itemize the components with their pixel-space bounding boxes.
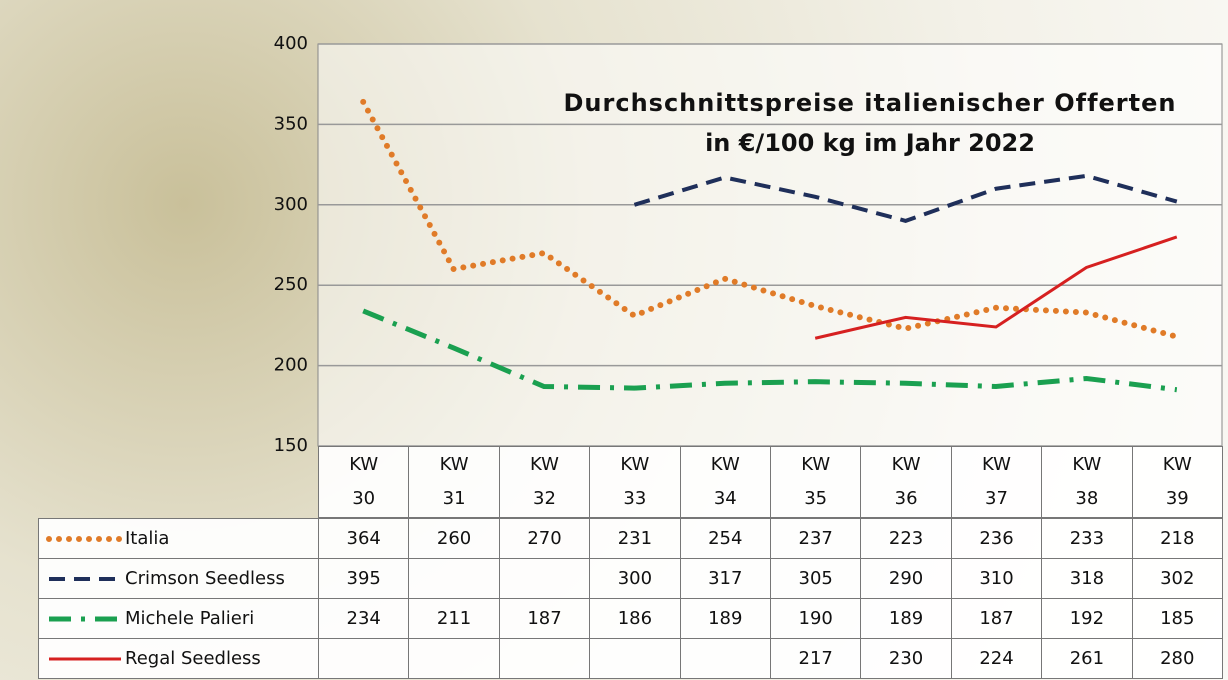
y-tick-label: 400 (274, 33, 308, 54)
x-tick-label: KW 36 (860, 446, 951, 518)
legend-label: Michele Palieri (125, 608, 254, 629)
table-value: 261 (1041, 638, 1132, 679)
table-value: 300 (589, 558, 680, 599)
y-tick-label: 150 (274, 435, 308, 456)
legend-label: Italia (125, 528, 169, 549)
table-value: 230 (860, 638, 951, 679)
table-value: 186 (589, 598, 680, 639)
chart-title: Durchschnittspreise italienischer Offert… (564, 89, 1177, 117)
table-value: 218 (1132, 518, 1223, 559)
y-tick-label: 200 (274, 355, 308, 376)
table-value: 233 (1041, 518, 1132, 559)
table-value (408, 638, 499, 679)
table-value: 189 (860, 598, 951, 639)
table-value: 318 (1041, 558, 1132, 599)
table-value: 270 (499, 518, 590, 559)
y-tick-label: 250 (274, 274, 308, 295)
table-value: 236 (951, 518, 1042, 559)
table-value: 305 (770, 558, 861, 599)
table-value: 190 (770, 598, 861, 639)
table-value (499, 638, 590, 679)
table-value: 187 (499, 598, 590, 639)
legend-entry: Regal Seedless (38, 638, 319, 679)
table-value: 254 (680, 518, 771, 559)
x-tick-label: KW 38 (1041, 446, 1132, 518)
table-value: 189 (680, 598, 771, 639)
legend-label: Regal Seedless (125, 648, 261, 669)
table-value: 260 (408, 518, 499, 559)
legend-entry: Michele Palieri (38, 598, 319, 639)
table-value: 364 (318, 518, 409, 559)
table-value: 310 (951, 558, 1042, 599)
x-tick-label: KW 37 (951, 446, 1042, 518)
table-value: 187 (951, 598, 1042, 639)
table-value (499, 558, 590, 599)
table-value (680, 638, 771, 679)
legend-label: Crimson Seedless (125, 568, 285, 589)
table-value: 290 (860, 558, 951, 599)
y-tick-label: 300 (274, 194, 308, 215)
table-value: 185 (1132, 598, 1223, 639)
y-tick-label: 350 (274, 113, 308, 134)
table-value: 234 (318, 598, 409, 639)
x-tick-label: KW 33 (589, 446, 680, 518)
x-tick-label: KW 32 (499, 446, 590, 518)
table-value: 302 (1132, 558, 1223, 599)
table-value: 223 (860, 518, 951, 559)
legend-swatch (45, 569, 125, 589)
x-tick-label: KW 31 (408, 446, 499, 518)
table-value: 317 (680, 558, 771, 599)
table-value: 231 (589, 518, 680, 559)
table-value (318, 638, 409, 679)
legend-swatch (45, 649, 125, 669)
chart: Durchschnittspreise italienischer Offert… (0, 0, 1228, 680)
legend-swatch (45, 609, 125, 629)
table-value: 237 (770, 518, 861, 559)
table-value: 192 (1041, 598, 1132, 639)
x-tick-label: KW 39 (1132, 446, 1223, 518)
table-value (408, 558, 499, 599)
legend-swatch (45, 529, 125, 549)
table-value: 395 (318, 558, 409, 599)
x-tick-label: KW 34 (680, 446, 771, 518)
chart-subtitle: in €/100 kg im Jahr 2022 (705, 129, 1035, 157)
x-tick-label: KW 35 (770, 446, 861, 518)
table-value: 280 (1132, 638, 1223, 679)
table-value: 211 (408, 598, 499, 639)
table-value: 217 (770, 638, 861, 679)
table-value (589, 638, 680, 679)
table-value: 224 (951, 638, 1042, 679)
legend-entry: Crimson Seedless (38, 558, 319, 599)
legend-entry: Italia (38, 518, 319, 559)
x-tick-label: KW 30 (318, 446, 409, 518)
